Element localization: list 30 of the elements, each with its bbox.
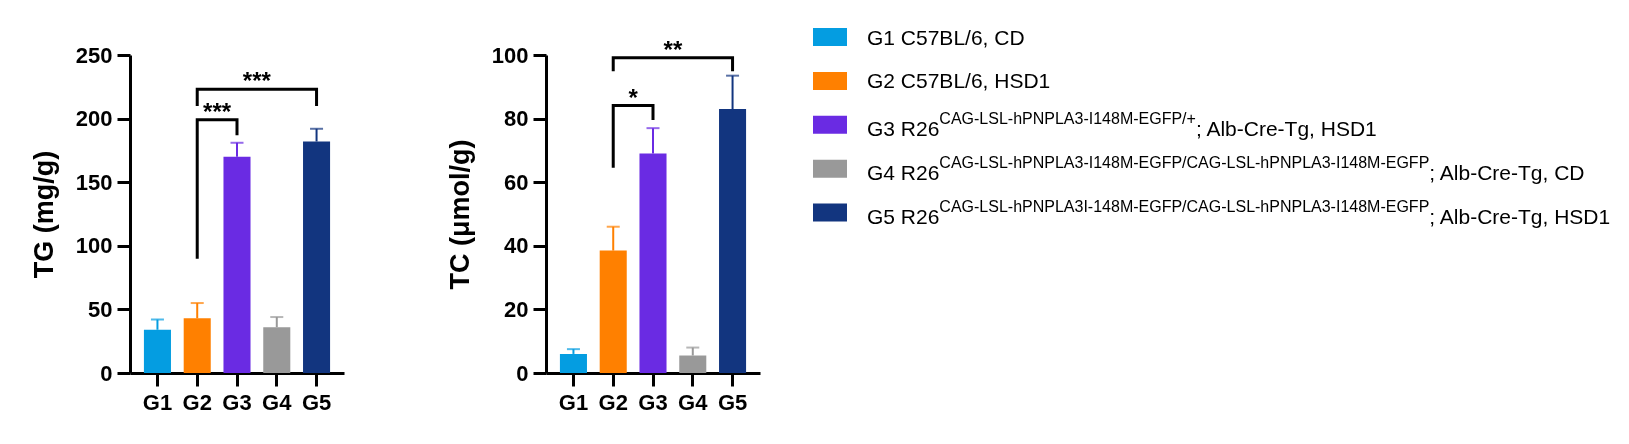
annotation: ** bbox=[663, 35, 683, 63]
annotation: *** bbox=[203, 97, 232, 125]
legend-label: G1 C57BL/6, CD bbox=[867, 25, 1025, 49]
y-axis-title: TG (mg/g) bbox=[28, 150, 59, 279]
y-tick-label: 20 bbox=[504, 296, 529, 322]
y-tick-label: 100 bbox=[491, 42, 529, 68]
y-tick-label: 50 bbox=[88, 296, 113, 322]
y-tick-label: 250 bbox=[75, 42, 113, 68]
y-tick-label: 60 bbox=[504, 169, 529, 195]
x-tick-label: G4 bbox=[262, 389, 293, 415]
x-tick-label: G2 bbox=[182, 389, 212, 415]
annotation: * bbox=[628, 83, 639, 111]
annotation: *** bbox=[242, 67, 272, 95]
y-tick-label: 150 bbox=[75, 169, 113, 195]
y-tick-label: 80 bbox=[504, 106, 529, 132]
y-tick-label: 0 bbox=[100, 360, 113, 386]
x-tick-label: G1 bbox=[558, 389, 589, 415]
legend-label: G2 C57BL/6, HSD1 bbox=[867, 69, 1051, 93]
y-axis-title: TC (μmol/g) bbox=[444, 139, 475, 290]
x-tick-label: G3 bbox=[222, 389, 252, 415]
y-tick-label: 100 bbox=[75, 233, 113, 259]
x-tick-label: G2 bbox=[598, 389, 628, 415]
x-tick-label: G3 bbox=[638, 389, 668, 415]
x-tick-label: G1 bbox=[142, 389, 173, 415]
x-tick-label: G4 bbox=[678, 389, 709, 415]
y-tick-label: 40 bbox=[504, 233, 529, 259]
y-tick-label: 200 bbox=[75, 106, 113, 132]
y-tick-label: 0 bbox=[516, 360, 529, 386]
x-tick-label: G5 bbox=[717, 389, 748, 415]
x-tick-label: G5 bbox=[301, 389, 332, 415]
